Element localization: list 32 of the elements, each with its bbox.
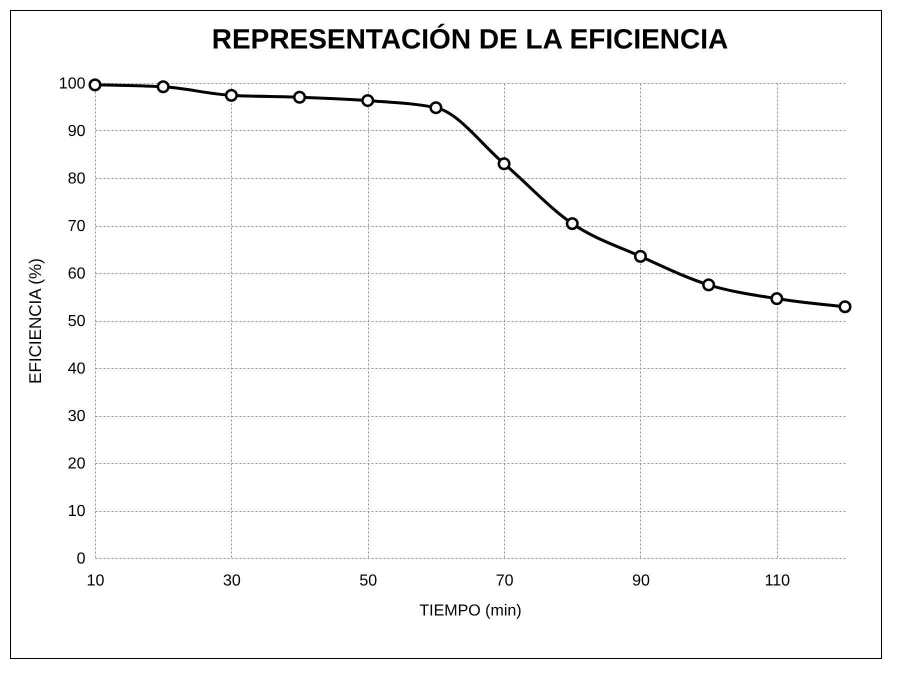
- x-axis-title: TIEMPO (min): [419, 602, 522, 620]
- y-tick-label: 100: [58, 76, 86, 92]
- point: [293, 90, 306, 104]
- point: [634, 250, 647, 263]
- point: [361, 94, 374, 108]
- point: [429, 101, 442, 114]
- x-tick-label: 10: [86, 572, 104, 590]
- point: [224, 88, 238, 102]
- x-tick-label: 50: [359, 572, 378, 590]
- y-tick-label: 20: [68, 456, 86, 472]
- point: [88, 78, 102, 92]
- y-tick-label: 30: [68, 408, 86, 425]
- x-tick-label: 110: [764, 572, 790, 590]
- y-tick-label: 50: [68, 313, 86, 330]
- x-tick-label: 30: [222, 572, 241, 590]
- point: [702, 278, 716, 292]
- point: [498, 157, 511, 170]
- y-tick-label: 40: [68, 360, 86, 378]
- point: [566, 217, 579, 230]
- y-tick-label: 0: [76, 550, 86, 568]
- x-tick-label: 90: [632, 572, 650, 590]
- y-tick-label: 90: [68, 123, 86, 140]
- chart-title: REPRESENTACIÓN DE LA EFICIENCIA: [212, 24, 728, 55]
- point: [770, 292, 784, 306]
- y-axis-title: EFICIENCIA (%): [26, 258, 45, 384]
- point: [838, 300, 852, 314]
- y-tick-label: 60: [68, 266, 86, 282]
- y-tick-label: 80: [68, 170, 86, 188]
- y-tick-label: 70: [68, 218, 86, 235]
- point: [156, 80, 170, 94]
- x-tick-label: 70: [496, 572, 514, 590]
- y-tick-label: 10: [68, 503, 86, 520]
